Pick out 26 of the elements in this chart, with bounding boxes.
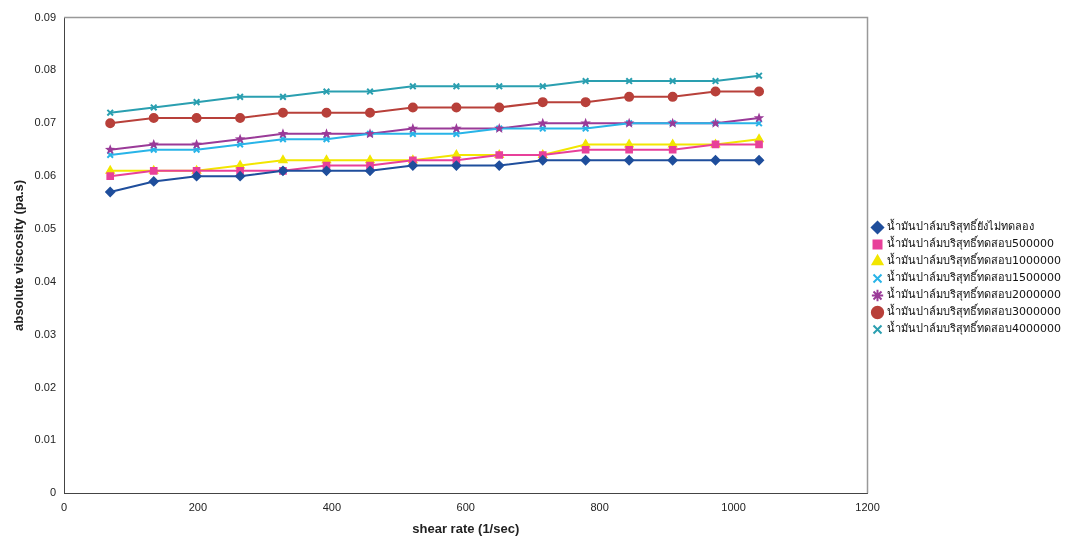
x-tick-label: 600 (456, 500, 475, 513)
legend-label: น้ำมันปาล์มบริสุทธิ์ทดสอบ3000000 (887, 303, 1062, 319)
y-tick-label: 0.09 (34, 10, 57, 23)
y-tick-label: 0.04 (34, 274, 57, 287)
x-tick-label: 1200 (855, 500, 880, 513)
y-tick-label: 0.07 (34, 116, 57, 129)
x-tick-label: 200 (188, 500, 208, 513)
x-tick-label: 400 (322, 500, 342, 513)
legend-label: น้ำมันปาล์มบริสุทธิ์ทดสอบ1500000 (887, 269, 1062, 285)
y-tick-label: 0.05 (34, 222, 57, 235)
legend-label: น้ำมันปาล์มบริสุทธิ์ทดสอบ4000000 (887, 320, 1062, 336)
x-tick-label: 800 (590, 500, 609, 513)
y-tick-label: 0.08 (34, 63, 57, 76)
y-tick-label: 0.01 (34, 433, 57, 446)
legend-label: น้ำมันปาล์มบริสุทธิ์ทดสอบ2000000 (887, 286, 1062, 302)
y-tick-label: 0.06 (34, 169, 57, 182)
legend-label: น้ำมันปาล์มบริสุทธิ์ทดสอบ500000 (887, 235, 1055, 251)
y-tick-label: 0 (49, 486, 57, 499)
y-axis-title: absolute viscosity (pa.s) (11, 179, 27, 331)
legend-label: น้ำมันปาล์มบริสุทธิ์ทดสอบ1000000 (887, 252, 1062, 268)
x-tick-label: 0 (60, 500, 68, 513)
x-tick-label: 1000 (721, 500, 746, 513)
y-tick-label: 0.02 (34, 380, 57, 393)
x-axis-title: shear rate (1/sec) (412, 520, 520, 536)
y-tick-label: 0.03 (34, 327, 57, 340)
legend-label: น้ำมันปาล์มบริสุทธิ์ยังไม่ทดลอง (887, 218, 1035, 234)
